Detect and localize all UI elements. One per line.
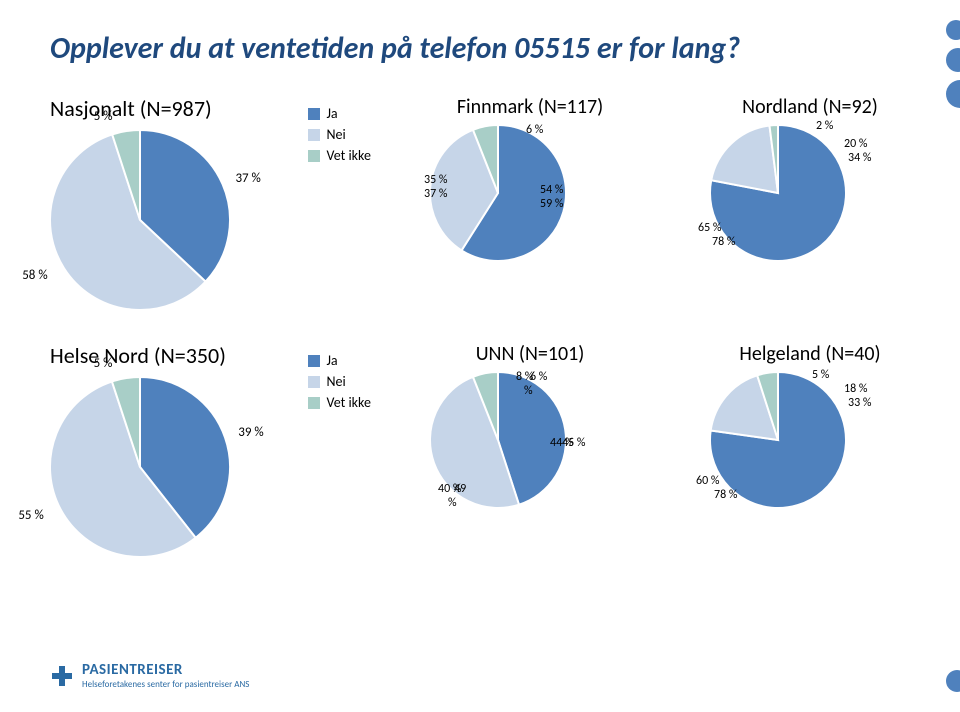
pie-label: 59 % bbox=[540, 197, 563, 211]
pie-label: 18 % bbox=[844, 382, 867, 396]
legend-item: Ja bbox=[308, 105, 410, 122]
cross-icon bbox=[50, 664, 74, 688]
legend-2: Ja Nei Vet ikke bbox=[308, 342, 410, 415]
pie-label: 58 % bbox=[22, 268, 47, 283]
legend-label: Nei bbox=[326, 126, 345, 143]
pie-label: 37 % bbox=[235, 171, 260, 186]
pie-label: 39 % bbox=[238, 425, 263, 440]
pie-helsenord: 39 %55 %5 % bbox=[50, 377, 308, 557]
legend-swatch bbox=[308, 397, 320, 409]
pie-label: 54 % bbox=[540, 183, 563, 197]
pie-label: 5 % bbox=[94, 109, 113, 124]
finnmark-block: Finnmark (N=117) 6 %35 %37 %54 %59 % bbox=[430, 95, 630, 261]
pie-label: 55 % bbox=[18, 508, 43, 523]
edge-dots bbox=[928, 0, 960, 712]
legend-label: Nei bbox=[326, 373, 345, 390]
pie-label: 5 % bbox=[812, 368, 829, 382]
pie-helgeland: 5 %18 %33 %60 %78 % bbox=[710, 372, 910, 508]
page-title: Opplever du at ventetiden på telefon 055… bbox=[50, 30, 910, 67]
dot-icon bbox=[946, 48, 960, 72]
legend-swatch bbox=[308, 108, 320, 120]
nordland-title: Nordland (N=92) bbox=[710, 95, 910, 119]
legend-1: Ja Nei Vet ikke bbox=[308, 95, 410, 168]
footer-brand: PASIENTREISER bbox=[82, 661, 249, 679]
pie-label: 37 % bbox=[424, 187, 447, 201]
pie-label: 35 % bbox=[424, 173, 447, 187]
nordland-block: Nordland (N=92) 2 %20 %34 %65 %78 % bbox=[710, 95, 910, 261]
legend-label: Ja bbox=[326, 352, 337, 369]
slide: Opplever du at ventetiden på telefon 055… bbox=[0, 0, 960, 712]
pie-nasjonalt: 37 %58 %5 % bbox=[50, 130, 308, 310]
pie-label: 45 % bbox=[562, 436, 585, 450]
pie-label: 34 % bbox=[848, 151, 871, 165]
pie-label: 60 % bbox=[696, 474, 719, 488]
legend-item: Vet ikke bbox=[308, 147, 410, 164]
pie-nordland: 2 %20 %34 %65 %78 % bbox=[710, 125, 910, 261]
legend-item: Nei bbox=[308, 126, 410, 143]
dot-icon bbox=[946, 80, 960, 108]
legend-label: Vet ikke bbox=[326, 147, 370, 164]
legend-item: Nei bbox=[308, 373, 410, 390]
row-1: Nasjonalt (N=987) 37 %58 %5 % Ja Nei Vet i… bbox=[50, 95, 910, 310]
dot-icon bbox=[946, 20, 960, 40]
legend-swatch bbox=[308, 376, 320, 388]
pie-label: % bbox=[448, 496, 457, 510]
pie-label: % bbox=[524, 384, 533, 398]
legend-item: Ja bbox=[308, 352, 410, 369]
pie-label: 5 % bbox=[94, 356, 113, 371]
helgeland-block: Helgeland (N=40) 5 %18 %33 %60 %78 % bbox=[710, 342, 910, 508]
pie-label: 6 % bbox=[530, 370, 547, 384]
row-2: Helse Nord (N=350) 39 %55 %5 % Ja Nei Vet … bbox=[50, 342, 910, 557]
legend-swatch bbox=[308, 129, 320, 141]
pie-label: 49 bbox=[454, 482, 466, 496]
row1-right: Finnmark (N=117) 6 %35 %37 %54 %59 % Nor… bbox=[410, 95, 910, 261]
nasjonalt-title: Nasjonalt (N=987) bbox=[50, 95, 308, 122]
pie-unn: 8 %6 %%44 %45 %40 %49% bbox=[430, 372, 630, 508]
dot-icon bbox=[946, 670, 960, 692]
legend-swatch bbox=[308, 355, 320, 367]
pie-label: 65 % bbox=[698, 221, 721, 235]
helsenord-title: Helse Nord (N=350) bbox=[50, 342, 308, 369]
helgeland-title: Helgeland (N=40) bbox=[710, 342, 910, 366]
row2-right: UNN (N=101) 8 %6 %%44 %45 %40 %49% Helge… bbox=[410, 342, 910, 508]
legend-label: Ja bbox=[326, 105, 337, 122]
pie-label: 78 % bbox=[712, 235, 735, 249]
legend-item: Vet ikke bbox=[308, 394, 410, 411]
footer-text: PASIENTREISER Helseforetakenes senter fo… bbox=[82, 661, 249, 690]
unn-title: UNN (N=101) bbox=[430, 342, 630, 366]
footer-sub: Helseforetakenes senter for pasientreise… bbox=[82, 679, 249, 690]
footer-logo: PASIENTREISER Helseforetakenes senter fo… bbox=[50, 661, 249, 690]
pie-label: 6 % bbox=[526, 123, 543, 137]
pie-label: 33 % bbox=[848, 396, 871, 410]
pie-label: 78 % bbox=[714, 488, 737, 502]
pie-label: 20 % bbox=[844, 137, 867, 151]
nasjonalt-block: Nasjonalt (N=987) 37 %58 %5 % bbox=[50, 95, 308, 310]
unn-block: UNN (N=101) 8 %6 %%44 %45 %40 %49% bbox=[430, 342, 630, 508]
legend-swatch bbox=[308, 150, 320, 162]
helsenord-block: Helse Nord (N=350) 39 %55 %5 % bbox=[50, 342, 308, 557]
pie-label: 2 % bbox=[816, 119, 833, 133]
pie-finnmark: 6 %35 %37 %54 %59 % bbox=[430, 125, 630, 261]
legend-label: Vet ikke bbox=[326, 394, 370, 411]
finnmark-title: Finnmark (N=117) bbox=[430, 95, 630, 119]
